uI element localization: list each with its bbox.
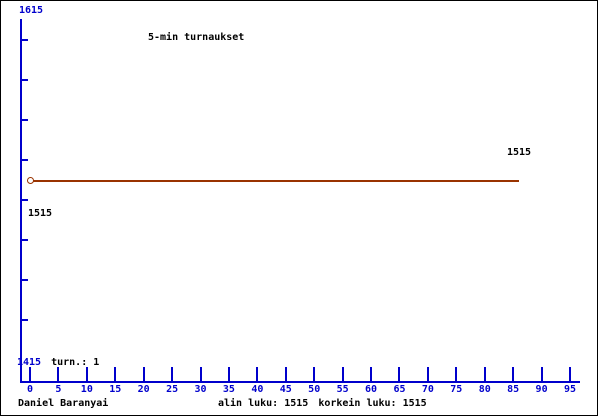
point-label-start: 1515 (28, 208, 53, 219)
y-tick (20, 279, 28, 281)
y-axis-max-label: 1615 (19, 5, 44, 16)
x-tick (57, 367, 60, 381)
y-tick (20, 119, 28, 121)
y-tick (20, 239, 28, 241)
x-tick (85, 367, 88, 381)
x-tick-label: 30 (194, 384, 207, 395)
rating-line (30, 180, 519, 182)
x-tick (341, 367, 344, 381)
first-point-marker-icon (27, 177, 34, 184)
x-tick (370, 367, 373, 381)
x-tick (512, 367, 515, 381)
chart-title: 5-min turnaukset (148, 32, 245, 43)
x-tick (284, 367, 287, 381)
x-tick (455, 367, 458, 381)
x-tick (426, 367, 429, 381)
x-tick-label: 5 (55, 384, 62, 395)
x-tick-label: 95 (563, 384, 577, 395)
y-axis (20, 19, 22, 383)
x-axis (20, 381, 580, 383)
y-tick (20, 319, 28, 321)
x-tick (114, 367, 117, 381)
y-axis-min-label: 1415 (17, 357, 42, 368)
x-tick-label: 20 (137, 384, 150, 395)
x-tick-label: 80 (478, 384, 491, 395)
x-tick (142, 367, 145, 381)
x-tick-label: 45 (279, 384, 292, 395)
x-tick (313, 367, 316, 381)
x-tick-label: 75 (450, 384, 463, 395)
y-tick (20, 199, 28, 201)
point-label-high: 1515 (507, 147, 532, 158)
x-tick-label: 65 (393, 384, 406, 395)
x-tick (540, 367, 543, 381)
rating-stats: alin luku: 1515 korkein luku: 1515 (218, 398, 427, 410)
x-tick (227, 367, 230, 381)
y-axis-min-row: 1415 turn.: 1 (17, 357, 99, 369)
x-tick-label: 15 (109, 384, 122, 395)
x-tick (199, 367, 202, 381)
min-rating-text: alin luku: 1515 (218, 398, 309, 409)
y-tick (20, 39, 28, 41)
player-name: Daniel Baranyai (18, 398, 109, 409)
x-tick (398, 367, 401, 381)
tournament-count-label: turn.: 1 (51, 357, 100, 368)
x-tick (569, 367, 571, 381)
x-tick (29, 367, 31, 381)
max-rating-text: korkein luku: 1515 (318, 398, 427, 409)
x-tick-label: 60 (365, 384, 378, 395)
x-tick (256, 367, 259, 381)
x-tick-label: 40 (251, 384, 264, 395)
x-tick-label: 0 (26, 384, 34, 395)
x-tick (483, 367, 486, 381)
y-tick (20, 79, 28, 81)
x-tick-label: 90 (535, 384, 548, 395)
y-tick (20, 159, 28, 161)
x-tick-label: 50 (308, 384, 321, 395)
x-tick-label: 85 (507, 384, 520, 395)
x-tick-label: 70 (421, 384, 434, 395)
x-tick-label: 35 (222, 384, 235, 395)
x-tick-label: 55 (336, 384, 349, 395)
x-tick-label: 25 (166, 384, 179, 395)
x-tick-label: 10 (80, 384, 93, 395)
x-tick (171, 367, 174, 381)
